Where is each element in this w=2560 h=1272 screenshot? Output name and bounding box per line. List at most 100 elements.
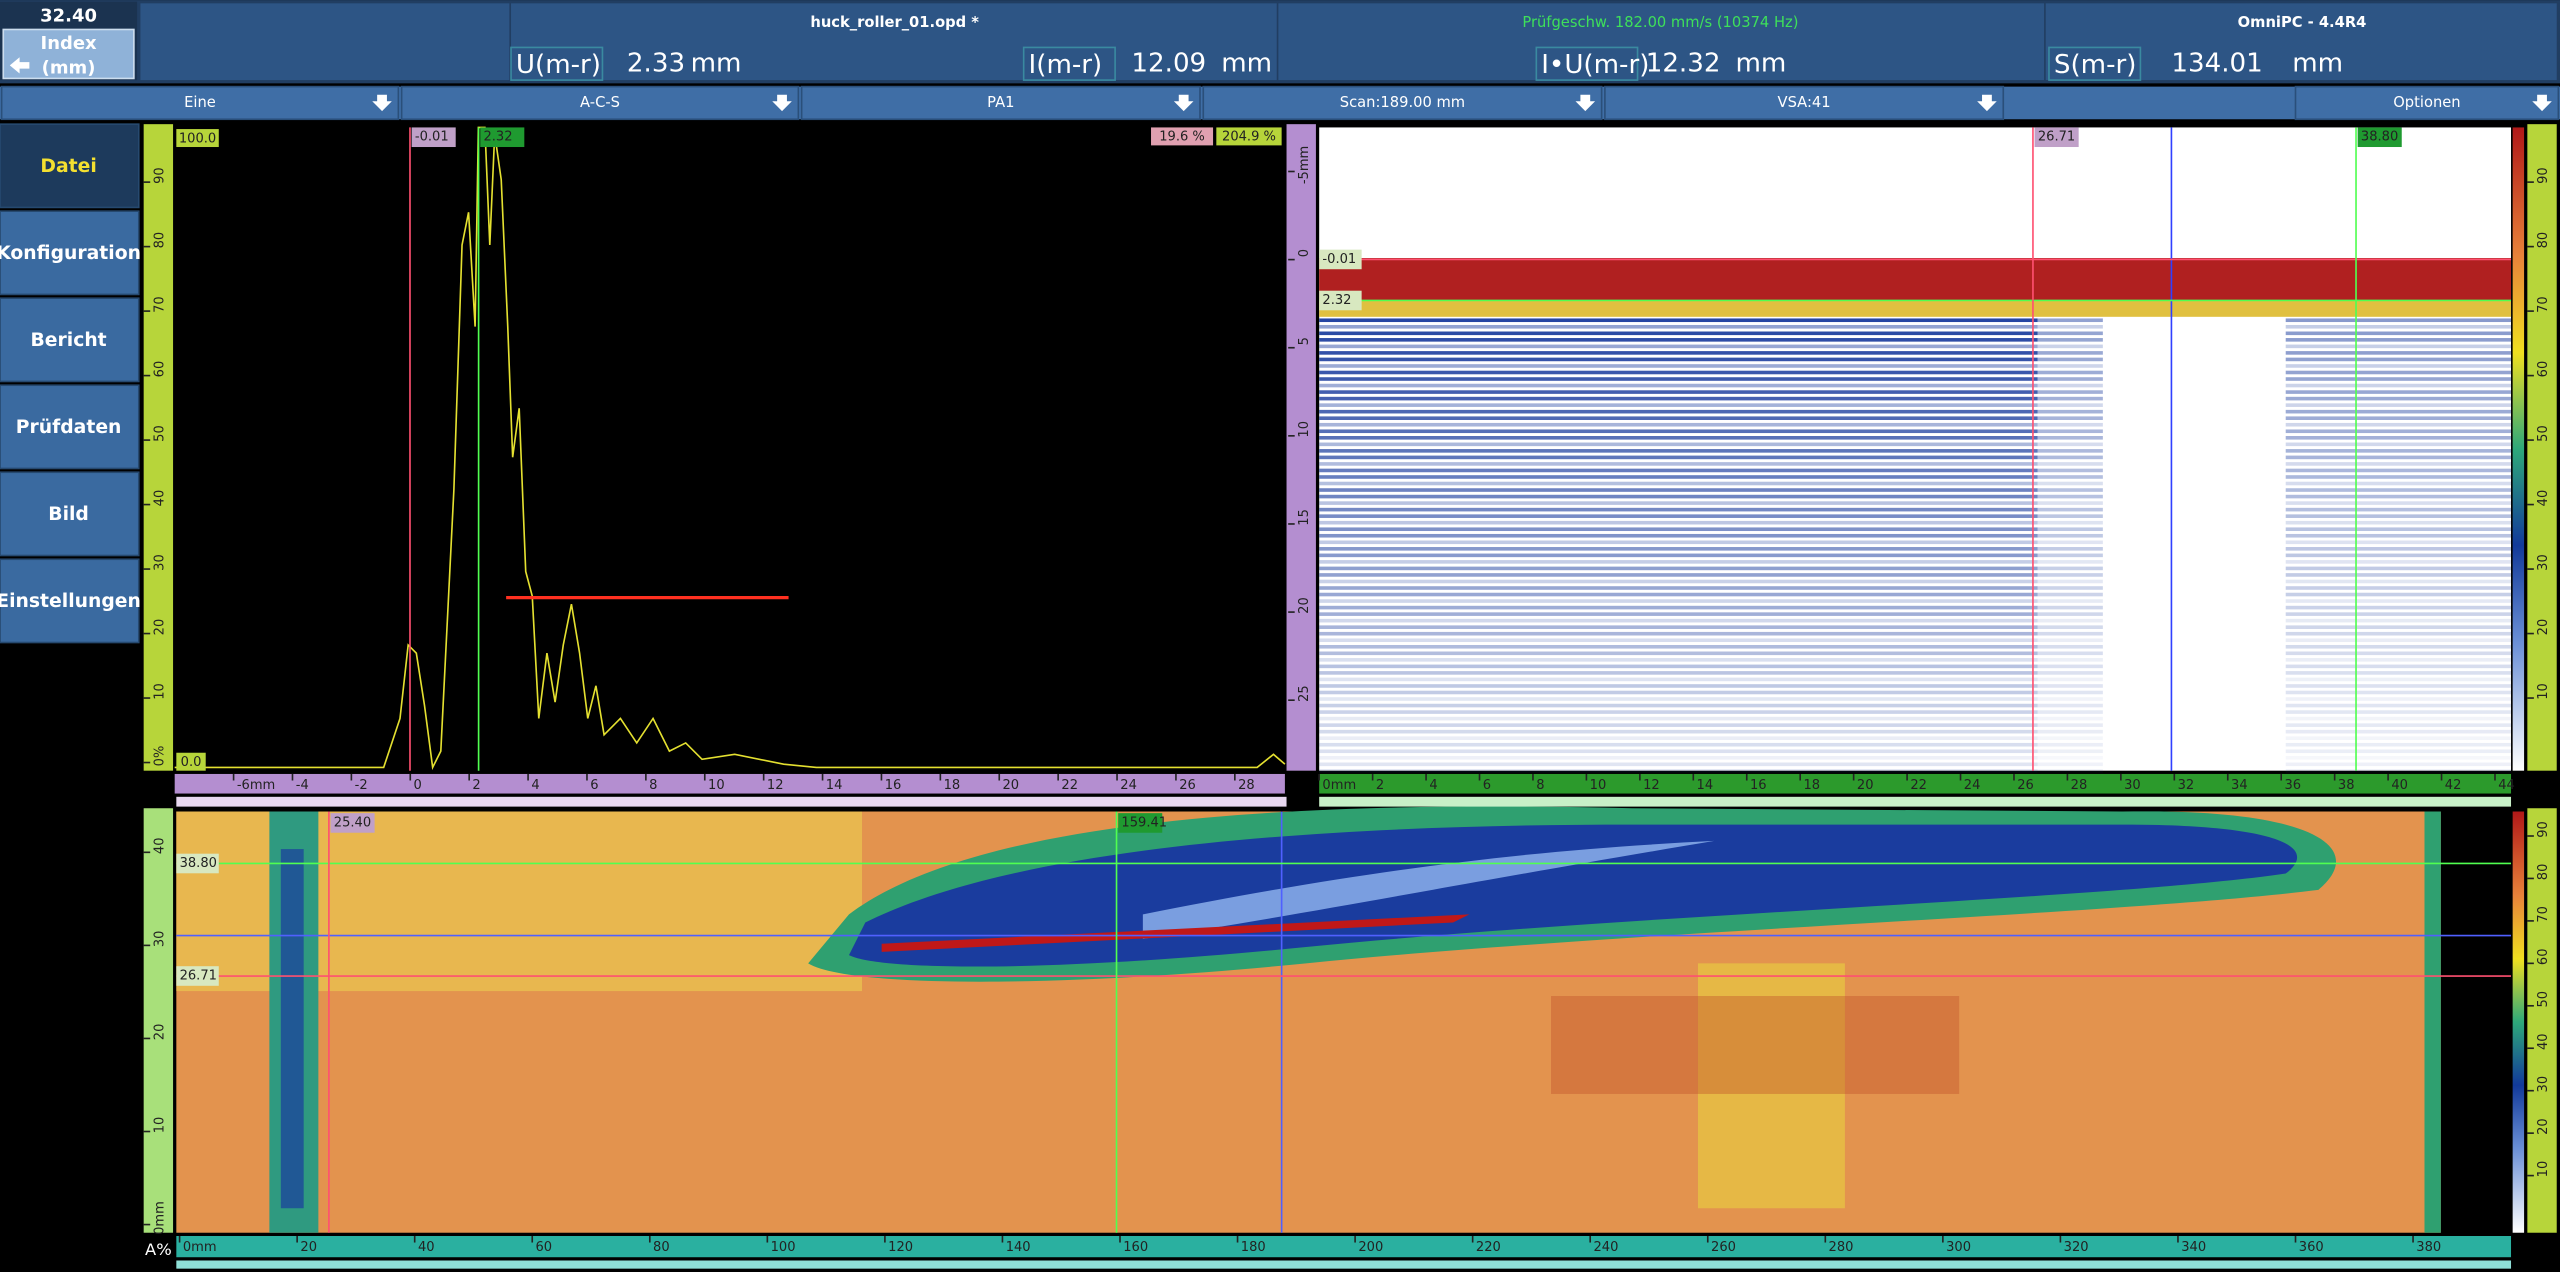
- y-tick-label: 50: [2536, 425, 2551, 442]
- menu-label[interactable]: Einstellungen: [0, 591, 141, 612]
- menu-label[interactable]: Prüfdaten: [16, 417, 122, 438]
- bscan-stripe: [2038, 736, 2103, 740]
- bscan-stripe: [2286, 482, 2511, 486]
- bscan-stripe: [2286, 475, 2511, 479]
- bscan-stripe: [1319, 508, 2037, 512]
- amp-marker: 0.0: [181, 755, 202, 770]
- toolbar-label[interactable]: A-C-S: [580, 94, 620, 111]
- menu-label[interactable]: Bild: [48, 504, 89, 525]
- bscan-stripe: [1319, 697, 2037, 701]
- x-tick-label: 320: [2064, 1240, 2089, 1255]
- bscan-stripe: [1319, 612, 2037, 616]
- x-tick-label: 200: [1358, 1240, 1383, 1255]
- scroll-bar[interactable]: [176, 797, 1286, 807]
- bscan-stripe: [2286, 625, 2511, 629]
- bscan-stripe: [2286, 567, 2511, 571]
- x-tick-label: 380: [2416, 1240, 2441, 1255]
- bscan-stripe: [2286, 514, 2511, 518]
- x-tick-label: 220: [1476, 1240, 1501, 1255]
- bscan-stripe: [2286, 403, 2511, 407]
- bscan-stripe: [1319, 580, 2037, 584]
- bscan-stripe: [2286, 534, 2511, 538]
- bscan-stripe: [2038, 586, 2103, 590]
- reading-label: I(m-r): [1029, 50, 1103, 80]
- cursor-label: 38.80: [2361, 130, 2398, 145]
- toolbar-label[interactable]: Optionen: [2393, 94, 2460, 111]
- bscan-stripe: [2286, 730, 2511, 734]
- x-tick-label: 18: [944, 778, 961, 793]
- cscan-feature: [2424, 812, 2440, 1233]
- bscan-stripe: [2038, 763, 2103, 767]
- bscan-stripe: [1319, 652, 2037, 656]
- ascan-plot: [175, 127, 1285, 770]
- bscan-stripe: [1319, 547, 2037, 551]
- cursor-label: -0.01: [1322, 252, 1356, 267]
- bscan-stripe: [2286, 691, 2511, 695]
- toolbar-label[interactable]: Eine: [184, 94, 216, 111]
- bscan-stripe: [1319, 390, 2037, 394]
- cscan-palette: [2513, 812, 2524, 1233]
- bscan-stripe: [1319, 488, 2037, 492]
- cursor-label: 26.71: [180, 969, 217, 984]
- bscan-stripe: [2286, 573, 2511, 577]
- bscan-stripe: [2038, 332, 2103, 336]
- bscan-stripe: [1319, 560, 2037, 564]
- bscan-stripe: [2286, 318, 2511, 322]
- bscan-stripe: [1319, 540, 2037, 544]
- cursor-label: 26.71: [2038, 130, 2075, 145]
- menu-label[interactable]: Bericht: [30, 330, 106, 351]
- bscan-stripe: [2038, 638, 2103, 642]
- toolbar-label[interactable]: Scan:189.00 mm: [1340, 94, 1465, 111]
- bscan-stripe: [2286, 364, 2511, 368]
- bscan-stripe: [1319, 769, 2037, 773]
- ascan-y-ruler: [144, 124, 173, 771]
- x-tick-label: -2: [355, 778, 368, 793]
- x-tick-label: -4: [296, 778, 309, 793]
- bscan-stripe: [1319, 501, 2037, 505]
- bscan-stripe: [2038, 684, 2103, 688]
- scroll-bar[interactable]: [176, 1260, 2511, 1268]
- bscan-stripe: [1319, 632, 2037, 636]
- cursor-label: 2.32: [483, 130, 512, 145]
- bscan-stripe: [2286, 443, 2511, 447]
- x-tick-label: 22: [1061, 778, 1078, 793]
- x-tick-label: 26: [1179, 778, 1196, 793]
- x-tick-label: 20: [1857, 778, 1874, 793]
- scroll-bar[interactable]: [1319, 797, 2511, 807]
- menu-label[interactable]: Konfiguration: [0, 243, 141, 264]
- bscan-stripe: [2286, 384, 2511, 388]
- x-tick-label: 180: [1241, 1240, 1266, 1255]
- y-tick-label: 10: [2536, 1161, 2551, 1178]
- bscan-stripe: [2286, 527, 2511, 531]
- bscan-stripe: [2038, 678, 2103, 682]
- bscan-palette-ruler: [2527, 124, 2556, 771]
- reading-unit: mm: [1736, 48, 1787, 78]
- bscan-stripe: [2038, 710, 2103, 714]
- bscan-stripe: [1319, 567, 2037, 571]
- x-tick-label: 340: [2181, 1240, 2206, 1255]
- x-tick-label: 4: [531, 778, 539, 793]
- toolbar-label[interactable]: PA1: [987, 94, 1014, 111]
- gate-label: 204.9 %: [1222, 130, 1276, 145]
- bscan-stripe: [2286, 547, 2511, 551]
- bscan-stripe: [1319, 332, 2037, 336]
- bscan-stripe: [2038, 547, 2103, 551]
- bscan-y-ruler: [1287, 124, 1316, 771]
- bscan-stripe: [2038, 730, 2103, 734]
- bscan-stripe: [2286, 638, 2511, 642]
- bscan-stripe: [2038, 619, 2103, 623]
- bscan-stripe: [2038, 704, 2103, 708]
- menu-label[interactable]: Datei: [40, 156, 96, 177]
- bscan-stripe: [2286, 678, 2511, 682]
- bscan-stripe: [1319, 443, 2037, 447]
- bscan-stripe: [2038, 580, 2103, 584]
- x-tick-label: 16: [885, 778, 902, 793]
- y-tick-label: 0mm: [153, 1201, 168, 1235]
- y-tick-label: 70: [153, 296, 168, 313]
- y-tick-label: 15: [1297, 509, 1312, 526]
- bscan-stripe: [1319, 717, 2037, 721]
- reading-label: S(m-r): [2054, 50, 2137, 80]
- x-tick-label: 60: [536, 1240, 553, 1255]
- index-value: 32.40: [40, 5, 97, 26]
- toolbar-label[interactable]: VSA:41: [1778, 94, 1831, 111]
